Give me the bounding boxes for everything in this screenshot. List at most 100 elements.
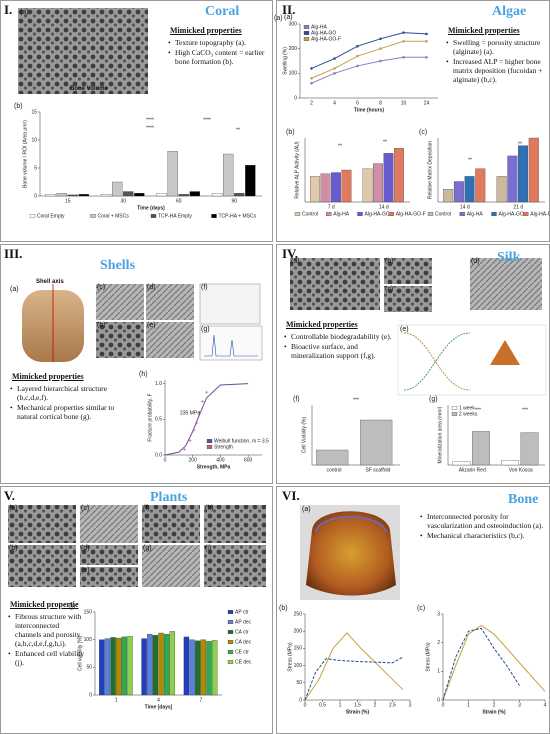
legend-swatch	[326, 212, 332, 216]
legend-label: 1 week	[459, 405, 475, 411]
y-tick-label: 0	[294, 95, 297, 101]
x-axis-label: Strain (%)	[346, 709, 370, 715]
bar	[475, 168, 486, 203]
line	[311, 32, 427, 69]
x-tick-label: 21 d	[513, 204, 523, 210]
x-tick-label: 2	[310, 100, 313, 106]
x-tick-label: 200	[189, 457, 198, 463]
image-label: (b)	[9, 545, 18, 552]
x-tick-label: Alizarin Red	[459, 467, 486, 473]
y-tick-label: 0	[299, 697, 302, 703]
y-axis-label: Relative ALP Activity (AU)	[294, 141, 300, 198]
y-tick-label: 0.0	[155, 452, 162, 458]
micrograph	[80, 505, 138, 543]
legend-swatch	[227, 640, 234, 644]
image-label: (e)	[147, 322, 156, 329]
x-tick-label: 3	[518, 702, 521, 708]
legend-swatch	[206, 439, 213, 443]
x-tick-label: 14 d	[379, 204, 389, 210]
bar	[518, 145, 529, 203]
image-label: (a)	[20, 9, 29, 16]
chart: 0 1 2 3 0 1 2 3 4 Stress (MPa) Strain (%) (c)	[417, 605, 547, 715]
panel-numeral: IV.	[282, 246, 299, 261]
micrograph	[18, 8, 148, 94]
line	[304, 656, 404, 701]
point	[310, 67, 313, 70]
x-tick-label: 3	[409, 702, 412, 708]
bar	[464, 176, 475, 203]
bar	[189, 191, 200, 197]
x-tick-label: 1	[115, 697, 118, 703]
micrograph	[470, 258, 542, 310]
legend-swatch	[227, 610, 234, 614]
y-tick-label: 15	[31, 109, 37, 115]
point	[188, 439, 192, 443]
bar	[362, 168, 373, 203]
y-tick-label: 100	[294, 663, 303, 669]
diagram-curve	[403, 332, 471, 391]
bar	[211, 193, 223, 197]
bar	[206, 641, 212, 696]
bar	[56, 193, 67, 197]
x-tick-label: 0	[442, 702, 445, 708]
bar	[134, 193, 145, 197]
x-tick-label: 60	[176, 198, 182, 204]
bar	[341, 169, 352, 203]
image-label: (c)	[385, 286, 394, 293]
micrograph	[142, 505, 200, 543]
panel-title: Coral	[205, 4, 240, 19]
bar	[310, 176, 320, 203]
y-tick-label: 0.5	[155, 417, 162, 423]
annotation: ****	[203, 117, 211, 123]
chart-label: (a)	[274, 15, 283, 22]
legend-label: TCP-HA + MSCs	[219, 213, 257, 219]
point	[379, 47, 382, 50]
point	[205, 390, 209, 394]
bar	[183, 636, 190, 696]
chart-label: (b)	[279, 605, 288, 612]
legend-label: Alg-HA	[467, 211, 484, 217]
x-tick-label: SF scaffold	[366, 467, 391, 473]
legend-swatch	[303, 25, 310, 29]
legend-label: Alg-HA	[333, 211, 350, 217]
y-tick-label: 0	[89, 692, 92, 698]
x-tick-label: 6	[356, 100, 359, 106]
bullet: Swelling = porosity structure (alginate)…	[446, 38, 548, 56]
bar	[394, 148, 404, 203]
y-tick-label: 0	[34, 193, 37, 199]
y-axis-label: Bone volume / ROI (Area μm²)	[22, 120, 28, 188]
chart: 0 50 100 150 200 250 0 0.5 1 1.5 2 2.5 3 Stress (MPa)…	[279, 605, 412, 715]
legend-label: Alg-HA-GO	[499, 211, 524, 217]
properties-heading: Mimicked properties	[170, 26, 242, 35]
point	[379, 59, 382, 63]
x-tick-label: 0.5	[319, 702, 326, 708]
degradation-diagram	[397, 324, 547, 396]
x-tick-label: 7 d	[328, 204, 335, 210]
line	[311, 56, 427, 84]
point	[402, 56, 405, 59]
bar	[331, 172, 341, 203]
micrograph	[8, 505, 76, 543]
annotation: **	[468, 157, 472, 163]
y-axis-label: Fracture probability, F	[147, 393, 153, 441]
x-tick-label: 600	[244, 457, 253, 463]
image-label: (b)	[385, 258, 394, 265]
y-tick-label: 250	[294, 611, 303, 617]
image-label: (f)	[143, 505, 150, 512]
diagram-curve	[403, 332, 471, 391]
legend-label: Control	[435, 211, 451, 217]
panel-title: Bone	[508, 492, 539, 507]
y-tick-label: 200	[294, 629, 303, 635]
x-tick-label: 1	[339, 702, 342, 708]
annotation: 235 MPa	[180, 410, 200, 416]
spectrum-trace	[204, 334, 258, 357]
legend-label: CE dec	[235, 659, 252, 665]
micrograph	[384, 286, 432, 312]
legend-swatch	[303, 37, 310, 41]
y-tick-label: 150	[84, 609, 93, 615]
point	[425, 32, 428, 36]
bar	[163, 633, 170, 696]
bar	[472, 431, 490, 466]
y-tick-label: 1.0	[155, 381, 162, 387]
legend-label: AP dec	[235, 619, 252, 625]
